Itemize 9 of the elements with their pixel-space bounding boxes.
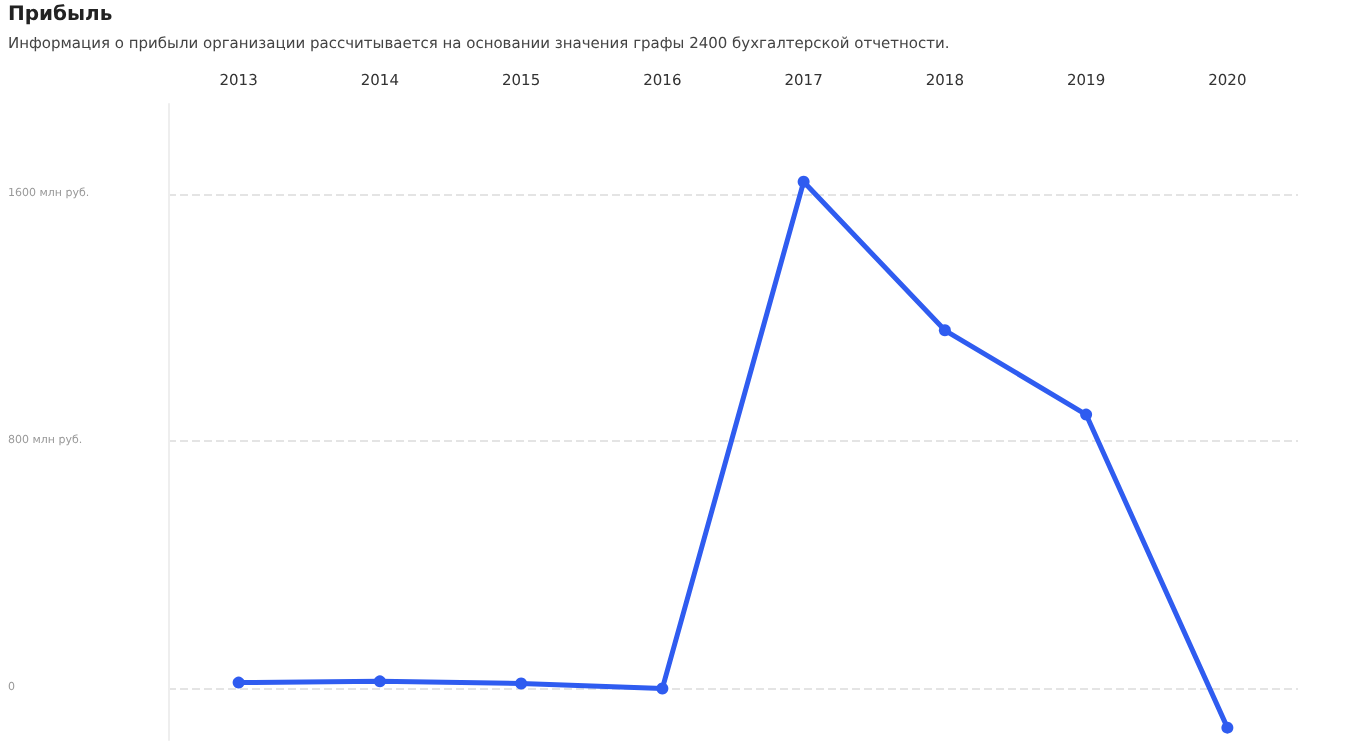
point — [373, 675, 386, 688]
point — [797, 175, 810, 188]
point — [1080, 408, 1093, 421]
chart-title: Прибыль — [8, 4, 113, 26]
point — [515, 677, 528, 690]
point — [1221, 721, 1234, 734]
point — [656, 682, 669, 695]
point — [938, 324, 951, 337]
point — [232, 676, 245, 689]
